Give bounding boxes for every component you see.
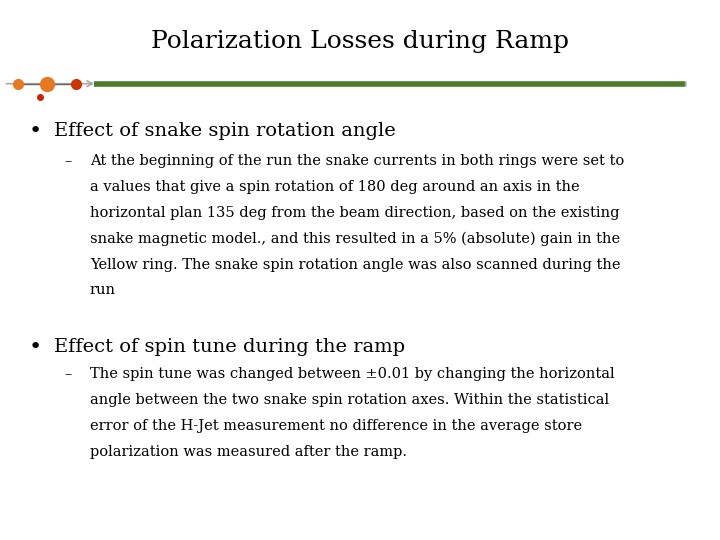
- Text: At the beginning of the run the snake currents in both rings were set to: At the beginning of the run the snake cu…: [90, 154, 624, 168]
- Text: snake magnetic model., and this resulted in a 5% (absolute) gain in the: snake magnetic model., and this resulted…: [90, 232, 620, 246]
- Text: •: •: [29, 338, 42, 357]
- Text: Effect of snake spin rotation angle: Effect of snake spin rotation angle: [54, 122, 396, 139]
- Text: The spin tune was changed between ±0.01 by changing the horizontal: The spin tune was changed between ±0.01 …: [90, 367, 615, 381]
- Text: –: –: [65, 367, 72, 381]
- Text: run: run: [90, 284, 116, 298]
- Text: angle between the two snake spin rotation axes. Within the statistical: angle between the two snake spin rotatio…: [90, 393, 609, 407]
- Text: Effect of spin tune during the ramp: Effect of spin tune during the ramp: [54, 338, 405, 355]
- Text: horizontal plan 135 deg from the beam direction, based on the existing: horizontal plan 135 deg from the beam di…: [90, 206, 619, 220]
- Text: error of the H-Jet measurement no difference in the average store: error of the H-Jet measurement no differ…: [90, 419, 582, 433]
- Text: Yellow ring. The snake spin rotation angle was also scanned during the: Yellow ring. The snake spin rotation ang…: [90, 258, 621, 272]
- Text: Polarization Losses during Ramp: Polarization Losses during Ramp: [151, 30, 569, 53]
- Text: a values that give a spin rotation of 180 deg around an axis in the: a values that give a spin rotation of 18…: [90, 180, 580, 194]
- Text: •: •: [29, 122, 42, 141]
- Text: polarization was measured after the ramp.: polarization was measured after the ramp…: [90, 445, 407, 459]
- Text: –: –: [65, 154, 72, 168]
